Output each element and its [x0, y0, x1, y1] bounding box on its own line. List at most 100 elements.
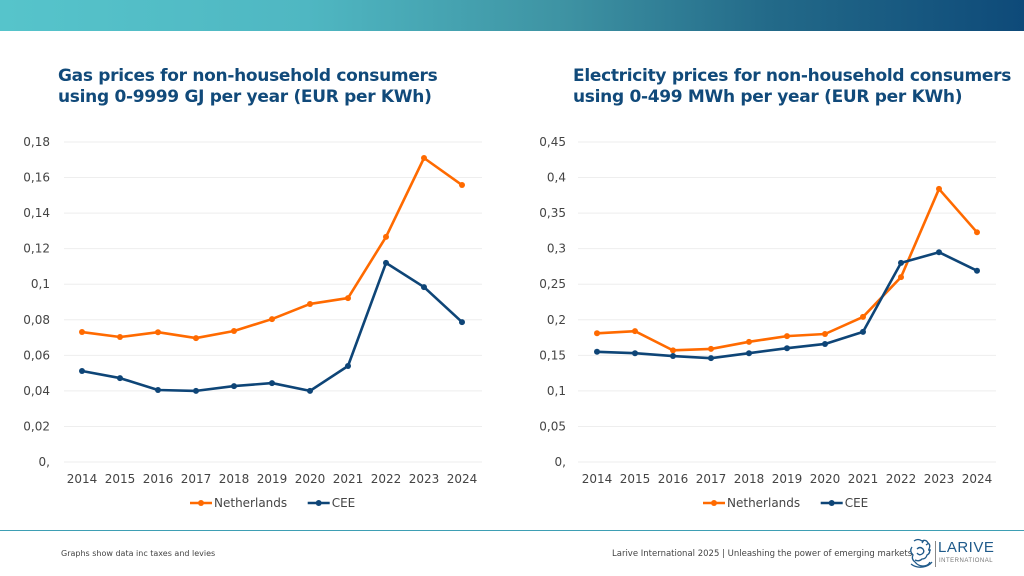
electricity-cee-point — [632, 350, 638, 357]
electricity-y-tick-label: 0,35 — [539, 206, 566, 220]
electricity-netherlands-point — [822, 331, 828, 337]
electricity-x-tick-label: 2018 — [734, 472, 765, 486]
legend-label: CEE — [332, 496, 356, 510]
footer-credit: Larive International 2025 | Unleashing t… — [612, 549, 913, 559]
electricity-y-tick-label: 0,2 — [547, 313, 566, 327]
electricity-title-line-1: Electricity prices for non-household con… — [573, 66, 1012, 86]
legend-marker-icon — [828, 500, 835, 506]
gas-y-tick-label: 0,18 — [23, 135, 50, 149]
gas-y-tick-label: 0,12 — [23, 242, 50, 256]
gas-price-chart: 0, 0,02 0,04 0,06 0,08 0,1 0,12 0,14 0,16 0,18 201… — [23, 135, 482, 510]
gas-netherlands-point — [459, 182, 465, 189]
gas-x-tick-label: 2017 — [181, 472, 212, 486]
gas-netherlands-point — [117, 334, 123, 341]
gas-x-tick-label: 2018 — [219, 472, 250, 486]
gas-y-tick-label: 0,14 — [23, 206, 50, 220]
electricity-y-tick-label: 0,1 — [547, 384, 566, 398]
electricity-netherlands-point — [860, 313, 866, 320]
gas-y-tick-label: 0,1 — [31, 277, 50, 291]
footer-divider — [0, 530, 1024, 531]
gas-cee-point — [307, 387, 313, 394]
electricity-x-tick-label: 2020 — [810, 472, 841, 486]
gas-x-tick-label: 2015 — [105, 472, 136, 486]
legend-label: Netherlands — [727, 496, 800, 510]
gas-cee-point — [269, 380, 275, 387]
legend-marker-icon — [711, 500, 717, 506]
electricity-netherlands-point — [784, 333, 790, 340]
electricity-cee-point — [822, 340, 828, 347]
legend-marker-icon — [198, 500, 204, 506]
electricity-netherlands-point — [936, 185, 942, 192]
electricity-x-tick-label: 2017 — [696, 472, 727, 486]
electricity-cee-point — [974, 267, 980, 274]
legend-marker-icon — [315, 500, 322, 506]
electricity-cee-point — [594, 348, 600, 355]
gas-cee-point — [155, 387, 161, 393]
gas-netherlands-point — [307, 300, 313, 307]
gas-x-tick-label: 2016 — [143, 472, 174, 486]
gas-cee-point — [383, 259, 389, 266]
electricity-y-tick-label: 0,45 — [539, 135, 566, 149]
gas-cee-point — [117, 375, 123, 382]
gas-netherlands-point — [155, 329, 161, 336]
gas-x-tick-label: 2021 — [333, 472, 364, 486]
gas-title-line-1: Gas prices for non-household consumers — [58, 66, 438, 86]
gas-y-tick-label: 0,16 — [23, 171, 50, 185]
legend-label: CEE — [845, 496, 869, 510]
gas-cee-point — [345, 363, 351, 369]
gas-x-tick-label: 2019 — [257, 472, 288, 486]
electricity-cee-line — [596, 250, 978, 360]
gas-y-tick-label: 0,04 — [23, 384, 50, 398]
gas-y-tick-label: 0,02 — [23, 419, 50, 433]
electricity-price-chart: 0, 0,05 0,1 0,15 0,2 0,25 0,3 0,35 0,4 0,45 2014 20… — [539, 135, 996, 510]
electricity-x-tick-label: 2014 — [582, 472, 613, 486]
electricity-cee-point — [708, 355, 714, 362]
electricity-netherlands-point — [594, 330, 600, 337]
gas-netherlands-point — [193, 335, 199, 342]
logo-wordmark: LARIVE — [938, 539, 995, 556]
electricity-netherlands-point — [670, 347, 676, 354]
electricity-y-tick-label: 0,4 — [547, 171, 566, 185]
gas-netherlands-point — [345, 295, 351, 302]
header-gradient-bar — [0, 0, 1024, 31]
gas-y-tick-label: 0,06 — [23, 348, 50, 362]
gas-netherlands-point — [231, 327, 237, 334]
gas-chart-title: Gas prices for non-household consumers u… — [58, 66, 478, 108]
legend-label: Netherlands — [214, 496, 287, 510]
logo-subtitle: INTERNATIONAL — [939, 558, 994, 564]
electricity-x-tick-label: 2019 — [772, 472, 803, 486]
gas-title-line-2: using 0-9999 GJ per year (EUR per KWh) — [58, 87, 432, 107]
gas-cee-point — [459, 319, 465, 326]
electricity-x-tick-label: 2024 — [962, 472, 993, 486]
electricity-cee-point — [784, 345, 790, 352]
gas-x-tick-label: 2014 — [67, 472, 98, 486]
electricity-netherlands-point — [708, 345, 714, 352]
charts-canvas: 0, 0,02 0,04 0,06 0,08 0,1 0,12 0,14 0,16 0,18 201… — [23, 135, 996, 510]
electricity-y-tick-label: 0,05 — [539, 419, 566, 433]
gas-cee-point — [79, 367, 85, 374]
gas-netherlands-line — [81, 156, 463, 340]
larive-logo: LARIVE INTERNATIONAL — [908, 536, 1018, 572]
gas-x-tick-label: 2022 — [371, 472, 402, 486]
gas-cee-point — [231, 383, 237, 390]
gas-netherlands-point — [79, 329, 85, 336]
electricity-cee-point — [936, 249, 942, 256]
gas-netherlands-point — [421, 155, 427, 161]
electricity-y-tick-label: 0, — [555, 455, 566, 469]
electricity-legend-cee: CEE — [820, 496, 869, 510]
electricity-netherlands-point — [746, 338, 752, 345]
electricity-cee-point — [746, 350, 752, 357]
electricity-y-tick-label: 0,3 — [547, 242, 566, 256]
electricity-legend-netherlands: Netherlands — [703, 496, 800, 510]
electricity-x-tick-label: 2015 — [620, 472, 651, 486]
footer-note: Graphs show data inc taxes and levies — [61, 549, 216, 558]
gas-cee-point — [193, 387, 199, 394]
electricity-cee-point — [860, 328, 866, 335]
gas-cee-line — [81, 261, 463, 393]
electricity-chart-title: Electricity prices for non-household con… — [573, 66, 1013, 108]
electricity-title-line-2: using 0-499 MWh per year (EUR per KWh) — [573, 87, 963, 107]
electricity-y-tick-label: 0,25 — [539, 277, 566, 291]
gas-cee-point — [421, 284, 427, 291]
electricity-x-tick-label: 2022 — [886, 472, 917, 486]
electricity-x-tick-label: 2023 — [924, 472, 955, 486]
